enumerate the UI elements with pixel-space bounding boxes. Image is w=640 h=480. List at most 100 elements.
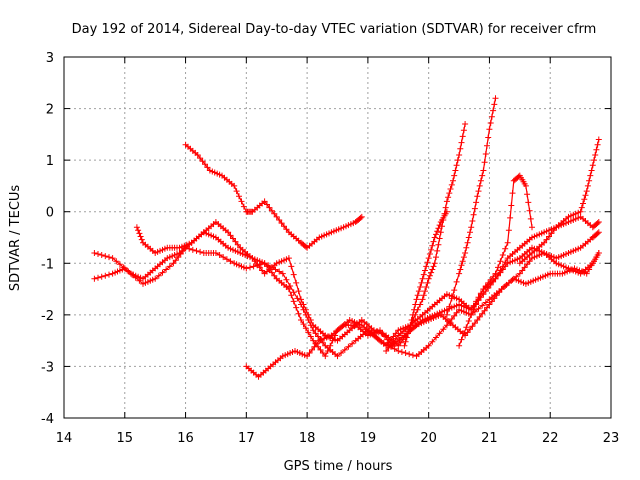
data-point-marker	[341, 346, 348, 353]
data-point-marker	[475, 188, 482, 195]
x-tick-label: 17	[238, 431, 255, 446]
data-point-marker	[486, 126, 493, 133]
data-point-marker	[508, 202, 515, 209]
data-point-marker	[592, 152, 599, 158]
data-point-marker	[279, 270, 286, 277]
data-point-marker	[479, 172, 486, 179]
data-point-marker	[463, 324, 470, 331]
data-point-marker	[186, 245, 193, 252]
data-point-marker	[463, 244, 470, 251]
grid	[64, 57, 611, 418]
data-point-marker	[434, 247, 441, 254]
data-point-marker	[412, 301, 419, 308]
data-point-marker	[529, 224, 535, 231]
data-point-marker	[487, 276, 494, 283]
data-point-marker	[319, 350, 326, 356]
data-point-marker	[298, 317, 304, 323]
data-point-marker	[586, 177, 593, 184]
data-point-marker	[276, 217, 283, 223]
data-point-marker	[271, 210, 278, 217]
data-point-marker	[293, 279, 300, 286]
data-point-marker	[595, 250, 602, 256]
data-point-marker	[414, 292, 421, 299]
data-point-marker	[456, 152, 463, 158]
data-point-marker	[298, 296, 304, 303]
data-point-marker	[232, 238, 239, 245]
data-point-marker	[526, 207, 533, 214]
data-point-marker	[586, 266, 593, 273]
data-point-marker	[509, 190, 516, 197]
data-point-marker	[582, 192, 589, 199]
data-point-marker	[422, 288, 428, 295]
y-tick-label: -3	[41, 360, 54, 375]
data-point-marker	[295, 288, 302, 295]
data-point-marker	[197, 155, 204, 162]
data-point-marker	[304, 353, 311, 360]
data-point-marker	[447, 186, 454, 192]
data-point-marker	[250, 263, 257, 270]
series-track-2	[91, 229, 602, 360]
data-point-marker	[482, 283, 489, 289]
data-point-marker	[481, 307, 488, 314]
data-point-marker	[577, 208, 584, 215]
data-point-marker	[415, 288, 422, 295]
data-point-marker	[300, 321, 307, 328]
data-point-marker	[419, 296, 426, 303]
data-point-marker	[502, 263, 509, 270]
data-point-marker	[392, 335, 399, 342]
data-point-marker	[437, 229, 444, 236]
data-point-marker	[457, 266, 464, 273]
data-point-marker	[381, 333, 388, 340]
data-point-marker	[453, 278, 460, 285]
data-point-marker	[588, 262, 595, 269]
data-point-marker	[584, 182, 591, 189]
data-point-marker	[155, 272, 162, 279]
data-point-marker	[251, 258, 258, 265]
data-point-marker	[194, 152, 201, 158]
data-point-marker	[485, 279, 492, 286]
data-point-marker	[233, 188, 240, 195]
series-track-10	[516, 136, 602, 267]
y-tick-label: 0	[46, 206, 54, 221]
data-point-marker	[406, 326, 413, 333]
data-point-marker	[490, 273, 497, 280]
data-point-marker	[273, 213, 280, 220]
data-point-marker	[166, 263, 173, 270]
data-point-marker	[423, 263, 430, 270]
data-point-marker	[152, 275, 159, 282]
data-point-marker	[202, 161, 208, 168]
data-point-marker	[261, 260, 268, 267]
data-point-marker	[380, 339, 387, 346]
data-point-marker	[476, 182, 483, 189]
data-point-marker	[475, 305, 482, 312]
data-point-marker	[264, 201, 270, 208]
data-point-marker	[98, 273, 105, 280]
data-point-marker	[436, 330, 443, 337]
y-tick-label: -4	[41, 412, 54, 427]
data-point-marker	[266, 204, 273, 211]
data-point-marker	[225, 229, 232, 236]
data-point-marker	[495, 264, 501, 271]
data-point-marker	[521, 264, 528, 271]
data-point-marker	[481, 159, 488, 166]
data-point-marker	[452, 167, 459, 174]
data-point-marker	[524, 191, 531, 198]
data-point-marker	[418, 279, 425, 286]
data-point-marker	[516, 270, 523, 277]
data-point-marker	[491, 295, 498, 302]
data-point-marker	[527, 215, 534, 222]
data-point-marker	[446, 190, 453, 197]
data-point-marker	[172, 257, 179, 264]
data-point-marker	[212, 250, 219, 256]
data-point-marker	[138, 236, 145, 243]
data-point-marker	[163, 266, 170, 273]
data-point-marker	[423, 284, 430, 290]
data-point-marker	[482, 151, 489, 157]
data-point-marker	[488, 113, 495, 120]
data-point-marker	[315, 333, 322, 340]
data-point-marker	[578, 204, 585, 211]
data-point-marker	[443, 198, 450, 205]
data-point-marker	[197, 248, 204, 255]
data-point-marker	[425, 342, 432, 349]
